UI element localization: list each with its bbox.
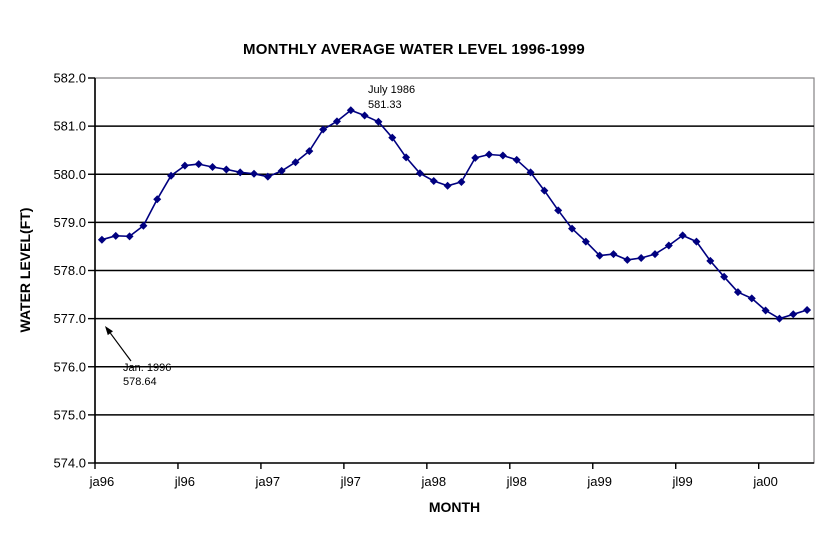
y-tick-label: 580.0 (53, 167, 86, 182)
data-line (101, 109, 808, 320)
data-point-marker (512, 155, 521, 164)
data-point-marker (568, 224, 577, 233)
data-point-marker (429, 176, 438, 185)
data-point-marker (125, 232, 134, 241)
x-tick-label: jl98 (506, 474, 527, 489)
data-point-marker (637, 253, 646, 262)
x-tick-label: ja96 (89, 474, 115, 489)
data-point-marker (180, 161, 189, 170)
annotation-arrow-line (109, 332, 132, 362)
data-point-marker (402, 153, 411, 162)
data-point-marker (153, 195, 162, 204)
data-point-marker (581, 237, 590, 246)
data-point-marker (609, 250, 618, 259)
data-point-marker (789, 310, 798, 319)
data-point-marker (263, 172, 272, 181)
data-point-marker (623, 255, 632, 264)
annotation-arrow-head (105, 326, 113, 336)
data-point-marker (650, 250, 659, 259)
y-tick-label: 582.0 (53, 71, 86, 86)
data-point-marker (305, 147, 314, 156)
data-point-marker (803, 305, 812, 314)
data-point-marker (471, 153, 480, 162)
data-point-marker (761, 306, 770, 315)
x-tick-label: jl96 (174, 474, 195, 489)
data-point-marker (664, 241, 673, 250)
data-point-marker (733, 288, 742, 297)
x-axis-title: MONTH (428, 499, 481, 515)
data-point-marker (346, 106, 355, 115)
data-point-marker (374, 117, 383, 126)
data-point-marker (485, 150, 494, 159)
data-point-marker (498, 151, 507, 160)
data-point-marker (526, 168, 535, 177)
data-point-marker (236, 168, 245, 177)
data-point-marker (540, 186, 549, 195)
annotation-start-line2: 578.64 (123, 376, 157, 388)
annotation-start-line1: Jan. 1996 (123, 362, 172, 374)
data-point-marker (194, 160, 203, 169)
annotation-start: Jan. 1996 578.64 (123, 361, 171, 389)
data-point-marker (360, 111, 369, 120)
data-point-marker (332, 117, 341, 126)
data-point-marker (167, 171, 176, 180)
data-point-marker (222, 165, 231, 174)
data-point-marker (97, 235, 106, 244)
annotation-peak-line1: July 1986 (368, 84, 416, 96)
data-point-marker (388, 133, 397, 142)
data-point-marker (678, 231, 687, 240)
data-point-marker (208, 163, 217, 172)
data-point-marker (250, 169, 259, 178)
y-tick-label: 575.0 (53, 407, 86, 422)
data-point-marker (595, 251, 604, 260)
data-point-marker (415, 169, 424, 178)
data-point-marker (554, 206, 563, 215)
x-tick-label: ja98 (420, 474, 446, 489)
data-point-marker (139, 221, 148, 230)
annotation-peak-line2: 581.33 (368, 99, 402, 111)
x-tick-label: ja97 (255, 474, 281, 489)
annotation-peak: July 1986 581.33 (368, 83, 415, 113)
data-point-marker (747, 294, 756, 303)
data-point-marker (720, 272, 729, 281)
y-tick-label: 581.0 (53, 119, 86, 134)
x-tick-label: jl97 (340, 474, 361, 489)
y-tick-label: 576.0 (53, 359, 86, 374)
x-tick-label: ja00 (752, 474, 778, 489)
chart-title: MONTHLY AVERAGE WATER LEVEL 1996-1999 (243, 41, 585, 58)
data-point-marker (291, 158, 300, 167)
y-tick-label: 574.0 (53, 456, 86, 471)
data-point-marker (775, 314, 784, 323)
data-point-marker (443, 181, 452, 190)
data-point-marker (692, 237, 701, 246)
data-point-marker (457, 177, 466, 186)
y-tick-label: 579.0 (53, 215, 86, 230)
y-tick-label: 577.0 (53, 311, 86, 326)
x-tick-label: jl99 (672, 474, 693, 489)
data-point-marker (319, 125, 328, 134)
y-tick-label: 578.0 (53, 263, 86, 278)
data-point-marker (706, 256, 715, 265)
x-tick-label: ja99 (586, 474, 612, 489)
data-point-marker (277, 166, 286, 175)
data-point-marker (111, 231, 120, 240)
